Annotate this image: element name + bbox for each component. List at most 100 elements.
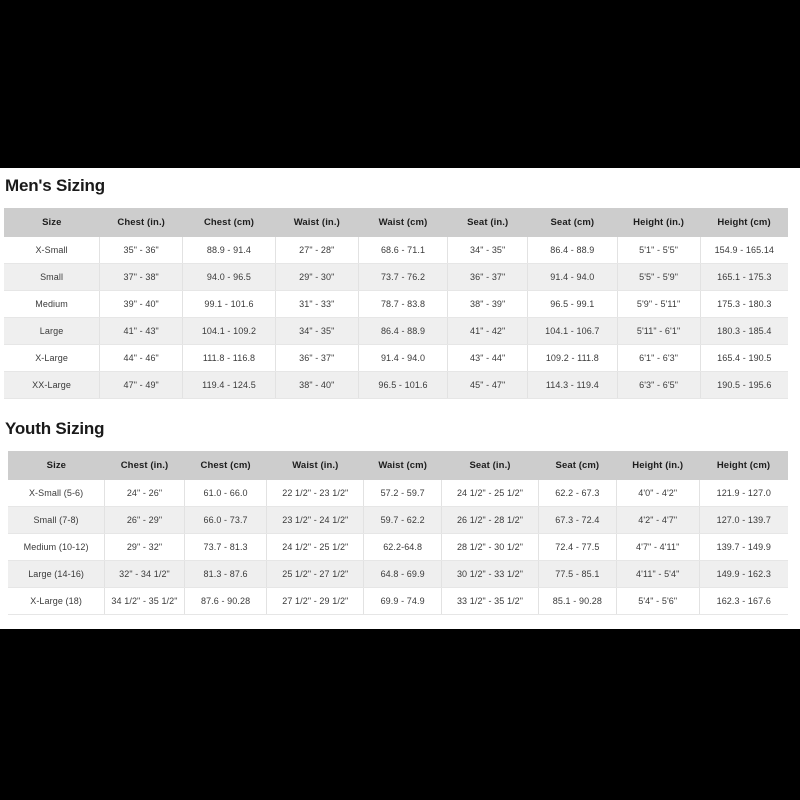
cell-size: Small xyxy=(4,263,100,291)
cell-chest-in: 26" - 29" xyxy=(104,506,185,534)
cell-chest-cm: 81.3 - 87.6 xyxy=(183,560,267,588)
cell-chest-in: 39" - 40" xyxy=(99,290,183,318)
cell-height-in: 5'4" - 5'6" xyxy=(615,587,700,615)
youth-col-chest-in: Chest (in.) xyxy=(104,451,185,480)
cell-waist-cm: 62.2-64.8 xyxy=(363,533,442,561)
cell-chest-in: 37" - 38" xyxy=(99,263,183,291)
cell-seat-in: 36" - 37" xyxy=(447,263,528,291)
youth-col-height-cm: Height (cm) xyxy=(699,451,788,480)
youth-col-height-in: Height (in.) xyxy=(616,451,700,480)
cell-height-cm: 139.7 - 149.9 xyxy=(698,533,788,561)
table-row: XX-Large 47" - 49" 119.4 - 124.5 38" - 4… xyxy=(4,371,788,399)
cell-seat-cm: 91.4 - 94.0 xyxy=(527,263,618,291)
cell-size: XX-Large xyxy=(4,371,100,399)
youth-table-head: Size Chest (in.) Chest (cm) Waist (in.) … xyxy=(8,451,788,480)
cell-height-in: 4'7" - 4'11" xyxy=(615,533,700,561)
cell-size: X-Small (5-6) xyxy=(8,480,105,507)
cell-seat-in: 24 1/2" - 25 1/2" xyxy=(441,480,539,507)
youth-col-waist-cm: Waist (cm) xyxy=(363,451,442,480)
cell-chest-cm: 111.8 - 116.8 xyxy=(182,344,276,372)
cell-seat-cm: 104.1 - 106.7 xyxy=(527,317,618,345)
cell-chest-cm: 119.4 - 124.5 xyxy=(182,371,276,399)
mens-col-waist-cm: Waist (cm) xyxy=(358,208,448,237)
cell-waist-cm: 64.8 - 69.9 xyxy=(363,560,442,588)
cell-height-cm: 165.1 - 175.3 xyxy=(699,263,788,291)
mens-sizing-title: Men's Sizing xyxy=(5,176,105,195)
table-row: Small 37" - 38" 94.0 - 96.5 29" - 30" 73… xyxy=(4,263,788,291)
table-row: Large 41" - 43" 104.1 - 109.2 34" - 35" … xyxy=(4,317,788,345)
cell-chest-cm: 99.1 - 101.6 xyxy=(182,290,276,318)
cell-seat-in: 41" - 42" xyxy=(447,317,528,345)
cell-height-in: 4'0" - 4'2" xyxy=(615,480,700,507)
cell-waist-cm: 68.6 - 71.1 xyxy=(357,237,448,264)
cell-seat-cm: 67.3 - 72.4 xyxy=(537,506,617,534)
cell-height-in: 4'2" - 4'7" xyxy=(615,506,700,534)
cell-height-in: 5'9" - 5'11" xyxy=(616,290,701,318)
cell-chest-in: 41" - 43" xyxy=(99,317,183,345)
youth-sizing-title: Youth Sizing xyxy=(5,419,105,438)
youth-col-chest-cm: Chest (cm) xyxy=(184,451,267,480)
cell-height-in: 4'11" - 5'4" xyxy=(615,560,700,588)
mens-col-seat-cm: Seat (cm) xyxy=(527,208,618,237)
mens-header-row: Size Chest (in.) Chest (cm) Waist (in.) … xyxy=(4,208,788,237)
cell-height-cm: 149.9 - 162.3 xyxy=(698,560,788,588)
cell-height-in: 5'1" - 5'5" xyxy=(616,237,701,264)
youth-col-size: Size xyxy=(8,451,105,480)
cell-seat-in: 45" - 47" xyxy=(447,371,528,399)
mens-col-height-in: Height (in.) xyxy=(617,208,701,237)
cell-chest-in: 47" - 49" xyxy=(99,371,183,399)
cell-waist-in: 29" - 30" xyxy=(274,263,359,291)
cell-chest-cm: 104.1 - 109.2 xyxy=(182,317,276,345)
cell-waist-in: 38" - 40" xyxy=(274,371,359,399)
cell-waist-cm: 96.5 - 101.6 xyxy=(357,371,448,399)
cell-height-cm: 121.9 - 127.0 xyxy=(698,480,788,507)
cell-waist-cm: 78.7 - 83.8 xyxy=(357,290,448,318)
mens-col-size: Size xyxy=(4,208,100,237)
cell-waist-in: 27 1/2" - 29 1/2" xyxy=(266,587,364,615)
youth-col-seat-in: Seat (in.) xyxy=(441,451,539,480)
cell-chest-cm: 94.0 - 96.5 xyxy=(182,263,276,291)
cell-waist-cm: 86.4 - 88.9 xyxy=(357,317,448,345)
table-row: Small (7-8) 26" - 29" 66.0 - 73.7 23 1/2… xyxy=(8,506,788,534)
cell-height-cm: 127.0 - 139.7 xyxy=(698,506,788,534)
table-row: X-Large 44" - 46" 111.8 - 116.8 36" - 37… xyxy=(4,344,788,372)
table-row: Medium (10-12) 29" - 32" 73.7 - 81.3 24 … xyxy=(8,533,788,561)
cell-chest-cm: 61.0 - 66.0 xyxy=(183,480,267,507)
youth-header-row: Size Chest (in.) Chest (cm) Waist (in.) … xyxy=(8,451,788,480)
youth-col-waist-in: Waist (in.) xyxy=(266,451,364,480)
cell-seat-in: 43" - 44" xyxy=(447,344,528,372)
table-row: X-Small (5-6) 24" - 26" 61.0 - 66.0 22 1… xyxy=(8,480,788,507)
cell-waist-in: 36" - 37" xyxy=(274,344,359,372)
cell-waist-cm: 57.2 - 59.7 xyxy=(363,480,442,507)
table-row: X-Large (18) 34 1/2" - 35 1/2" 87.6 - 90… xyxy=(8,587,788,615)
cell-height-in: 5'5" - 5'9" xyxy=(616,263,701,291)
cell-seat-in: 28 1/2" - 30 1/2" xyxy=(441,533,539,561)
cell-seat-in: 26 1/2" - 28 1/2" xyxy=(441,506,539,534)
cell-height-cm: 175.3 - 180.3 xyxy=(699,290,788,318)
cell-seat-in: 33 1/2" - 35 1/2" xyxy=(441,587,539,615)
cell-waist-cm: 69.9 - 74.9 xyxy=(363,587,442,615)
cell-seat-cm: 114.3 - 119.4 xyxy=(527,371,618,399)
cell-waist-in: 31" - 33" xyxy=(274,290,359,318)
cell-seat-cm: 72.4 - 77.5 xyxy=(537,533,617,561)
cell-height-in: 6'1" - 6'3" xyxy=(616,344,701,372)
cell-height-cm: 190.5 - 195.6 xyxy=(699,371,788,399)
table-row: Large (14-16) 32" - 34 1/2" 81.3 - 87.6 … xyxy=(8,560,788,588)
cell-height-in: 5'11" - 6'1" xyxy=(616,317,701,345)
cell-size: X-Small xyxy=(4,237,100,264)
cell-height-cm: 165.4 - 190.5 xyxy=(699,344,788,372)
mens-table-head: Size Chest (in.) Chest (cm) Waist (in.) … xyxy=(4,208,788,237)
cell-waist-cm: 91.4 - 94.0 xyxy=(357,344,448,372)
cell-chest-in: 32" - 34 1/2" xyxy=(104,560,185,588)
cell-seat-cm: 85.1 - 90.28 xyxy=(537,587,617,615)
cell-waist-in: 27" - 28" xyxy=(274,237,359,264)
cell-waist-in: 24 1/2" - 25 1/2" xyxy=(266,533,364,561)
cell-chest-cm: 88.9 - 91.4 xyxy=(182,237,276,264)
cell-seat-cm: 86.4 - 88.9 xyxy=(527,237,618,264)
cell-chest-in: 34 1/2" - 35 1/2" xyxy=(104,587,185,615)
cell-waist-in: 23 1/2" - 24 1/2" xyxy=(266,506,364,534)
cell-height-cm: 180.3 - 185.4 xyxy=(699,317,788,345)
youth-col-seat-cm: Seat (cm) xyxy=(538,451,617,480)
cell-size: Medium xyxy=(4,290,100,318)
cell-height-cm: 154.9 - 165.14 xyxy=(699,237,788,264)
